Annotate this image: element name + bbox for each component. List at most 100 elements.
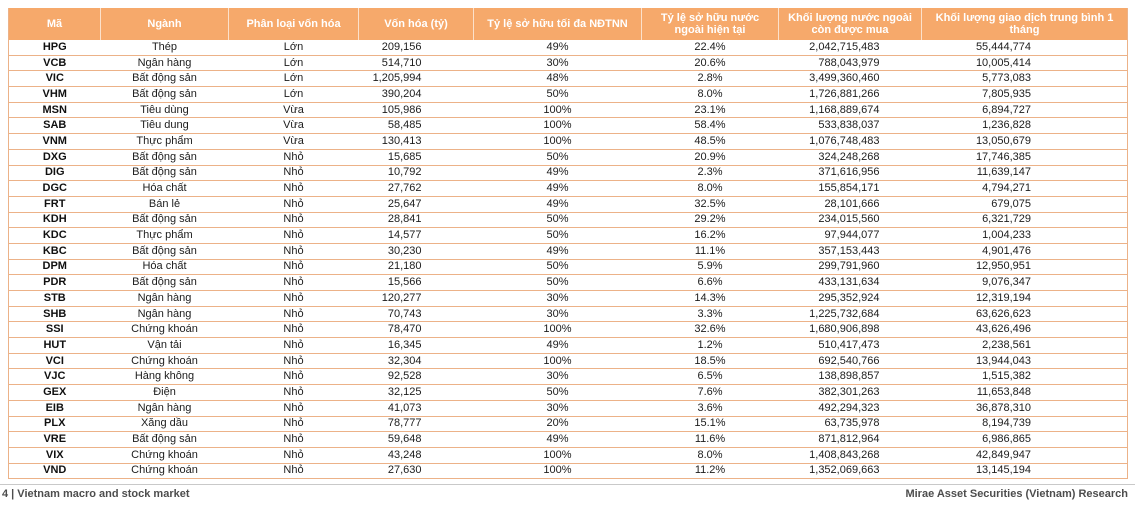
cell-industry: Tiêu dùng: [100, 102, 229, 119]
cell-market-cap: 514,710: [358, 55, 474, 72]
cell-industry: Bất động sản: [100, 165, 229, 182]
cell-market-cap: 30,230: [358, 243, 474, 260]
cell-market-cap: 27,630: [358, 463, 474, 480]
cell-avg-volume-1m: 12,950,951: [921, 259, 1128, 276]
table-row: SHB Ngân hàng Nhỏ 70,743 30% 3.3% 1,225,732,68…: [8, 306, 1128, 323]
footer-source: Mirae Asset Securities (Vietnam) Researc…: [905, 488, 1128, 500]
cell-cap-class: Vừa: [228, 102, 359, 119]
cell-industry: Vận tải: [100, 337, 229, 354]
cell-market-cap: 78,777: [358, 416, 474, 433]
cell-market-cap: 59,648: [358, 431, 474, 448]
cell-avg-volume-1m: 6,894,727: [921, 102, 1128, 119]
table-row: VRE Bất động sản Nhỏ 59,648 49% 11.6% 871,812,…: [8, 431, 1128, 448]
cell-code: HPG: [8, 40, 101, 56]
cell-avg-volume-1m: 12,319,194: [921, 290, 1128, 307]
cell-max-foreign-own: 100%: [473, 117, 642, 135]
table-row: VJC Hàng không Nhỏ 92,528 30% 6.5% 138,898,857…: [8, 368, 1128, 386]
table-body: HPG Thép Lớn 209,156 49% 22.4% 2,042,715,483 55…: [8, 40, 1128, 480]
cell-market-cap: 70,743: [358, 306, 474, 323]
cell-market-cap: 120,277: [358, 290, 474, 307]
cell-current-foreign-own: 15.1%: [641, 416, 779, 433]
cell-avg-volume-1m: 6,986,865: [921, 431, 1128, 448]
cell-current-foreign-own: 16.2%: [641, 227, 779, 244]
cell-code: DGC: [8, 180, 101, 197]
cell-cap-class: Nhỏ: [228, 463, 359, 480]
cell-code: VCI: [8, 353, 101, 370]
cell-foreign-room: 28,101,666: [778, 196, 922, 213]
cell-industry: Thực phẩm: [100, 227, 229, 244]
cell-industry: Ngân hàng: [100, 55, 229, 72]
cell-code: VND: [8, 463, 101, 480]
cell-foreign-room: 138,898,857: [778, 368, 922, 386]
cell-avg-volume-1m: 679,075: [921, 196, 1128, 213]
cell-foreign-room: 63,735,978: [778, 416, 922, 433]
cell-max-foreign-own: 50%: [473, 149, 642, 166]
cell-code: SAB: [8, 117, 101, 135]
cell-foreign-room: 2,042,715,483: [778, 40, 922, 56]
cell-max-foreign-own: 30%: [473, 400, 642, 417]
cell-market-cap: 105,986: [358, 102, 474, 119]
cell-foreign-room: 871,812,964: [778, 431, 922, 448]
cell-industry: Chứng khoán: [100, 463, 229, 480]
cell-avg-volume-1m: 2,238,561: [921, 337, 1128, 354]
table-row: EIB Ngân hàng Nhỏ 41,073 30% 3.6% 492,294,323 3…: [8, 400, 1128, 417]
cell-avg-volume-1m: 8,194,739: [921, 416, 1128, 433]
table-row: HPG Thép Lớn 209,156 49% 22.4% 2,042,715,483 55…: [8, 40, 1128, 56]
cell-foreign-room: 234,015,560: [778, 212, 922, 229]
cell-industry: Bất động sản: [100, 274, 229, 291]
cell-foreign-room: 1,225,732,684: [778, 306, 922, 323]
cell-cap-class: Nhỏ: [228, 353, 359, 370]
cell-code: MSN: [8, 102, 101, 119]
table-row: VCB Ngân hàng Lớn 514,710 30% 20.6% 788,043,97…: [8, 55, 1128, 72]
cell-avg-volume-1m: 11,653,848: [921, 384, 1128, 401]
cell-foreign-room: 299,791,960: [778, 259, 922, 276]
cell-market-cap: 14,577: [358, 227, 474, 244]
cell-foreign-room: 371,616,956: [778, 165, 922, 182]
table-row: KDH Bất động sản Nhỏ 28,841 50% 29.2% 234,015,…: [8, 212, 1128, 229]
cell-market-cap: 43,248: [358, 447, 474, 464]
column-header-market-cap: Vốn hóa (tỷ): [358, 8, 474, 40]
cell-current-foreign-own: 32.5%: [641, 196, 779, 213]
cell-max-foreign-own: 50%: [473, 384, 642, 401]
cell-cap-class: Nhỏ: [228, 384, 359, 401]
cell-foreign-room: 1,076,748,483: [778, 133, 922, 150]
cell-cap-class: Nhỏ: [228, 243, 359, 260]
cell-max-foreign-own: 100%: [473, 353, 642, 370]
column-header-code: Mã: [8, 8, 101, 40]
column-header-avg-volume: Khối lượng giao dịch trung bình 1 tháng: [921, 8, 1128, 40]
cell-foreign-room: 97,944,077: [778, 227, 922, 244]
cell-max-foreign-own: 30%: [473, 368, 642, 386]
cell-current-foreign-own: 8.0%: [641, 447, 779, 464]
cell-industry: Hóa chất: [100, 180, 229, 197]
cell-max-foreign-own: 49%: [473, 40, 642, 56]
cell-avg-volume-1m: 42,849,947: [921, 447, 1128, 464]
cell-foreign-room: 3,499,360,460: [778, 70, 922, 88]
cell-industry: Bất động sản: [100, 212, 229, 229]
cell-market-cap: 15,685: [358, 149, 474, 166]
cell-code: KDH: [8, 212, 101, 229]
cell-avg-volume-1m: 4,794,271: [921, 180, 1128, 197]
column-header-max-foreign-ownership: Tỷ lệ sở hữu tối đa NĐTNN: [473, 8, 642, 40]
cell-industry: Chứng khoán: [100, 321, 229, 339]
cell-avg-volume-1m: 43,626,496: [921, 321, 1128, 339]
footer-divider: [0, 484, 1135, 485]
cell-market-cap: 209,156: [358, 40, 474, 56]
stock-table-container: Mã Ngành Phân loại vốn hóa Vốn hóa (tỷ) …: [8, 8, 1128, 480]
cell-foreign-room: 433,131,634: [778, 274, 922, 291]
page-footer: 4 | Vietnam macro and stock market Mirae…: [0, 488, 1135, 500]
cell-market-cap: 58,485: [358, 117, 474, 135]
cell-avg-volume-1m: 1,004,233: [921, 227, 1128, 244]
cell-avg-volume-1m: 36,878,310: [921, 400, 1128, 417]
cell-foreign-room: 295,352,924: [778, 290, 922, 307]
table-row: KDC Thực phẩm Nhỏ 14,577 50% 16.2% 97,944,077 1…: [8, 227, 1128, 244]
cell-cap-class: Nhỏ: [228, 400, 359, 417]
cell-foreign-room: 155,854,171: [778, 180, 922, 197]
cell-max-foreign-own: 30%: [473, 55, 642, 72]
table-row: VHM Bất động sản Lớn 390,204 50% 8.0% 1,726,88…: [8, 86, 1128, 103]
cell-code: PDR: [8, 274, 101, 291]
cell-industry: Bất động sản: [100, 243, 229, 260]
cell-foreign-room: 492,294,323: [778, 400, 922, 417]
cell-cap-class: Nhỏ: [228, 290, 359, 307]
cell-max-foreign-own: 49%: [473, 431, 642, 448]
cell-current-foreign-own: 23.1%: [641, 102, 779, 119]
